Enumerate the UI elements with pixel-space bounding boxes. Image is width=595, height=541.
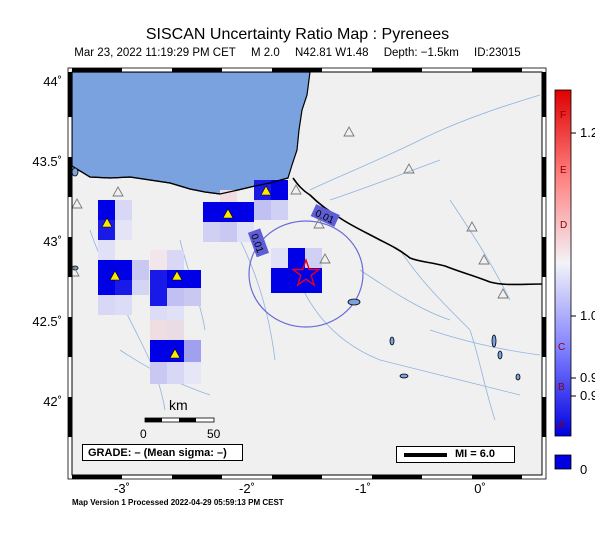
uncertainty-grid xyxy=(98,180,322,384)
map-title: SISCAN Uncertainty Ratio Map : Pyrenees xyxy=(145,26,450,43)
coastline xyxy=(72,165,289,195)
mi-label: MI = 6.0 xyxy=(455,448,496,460)
triangle-icon xyxy=(260,185,272,196)
colorbar-letter: E xyxy=(560,165,567,176)
scale-max-label: 50 xyxy=(207,427,221,441)
x-tick-label: -1˚ xyxy=(355,481,371,496)
inactive-stations xyxy=(72,126,509,299)
event-location: N42.81 W1.48 xyxy=(294,47,369,59)
colorbar-letter: C xyxy=(558,342,565,353)
map-frame xyxy=(67,67,547,480)
y-tick-label: 42.5˚ xyxy=(32,314,62,329)
national-border xyxy=(292,177,542,286)
colorbar-letter: D xyxy=(560,220,567,231)
mi-line-icon xyxy=(404,453,447,457)
y-tick-label: 42˚ xyxy=(43,394,62,409)
colorbar-letter: B xyxy=(558,382,565,393)
y-tick-label: 43.5˚ xyxy=(32,154,62,169)
event-magnitude: M 2.0 xyxy=(251,47,280,59)
event-depth: Depth: −1.5km xyxy=(383,47,459,59)
x-tick-label: 0˚ xyxy=(474,481,486,496)
processing-footer: Map Version 1 Processed 2022-04-29 05:59… xyxy=(72,498,284,507)
grade-box: GRADE: – (Mean sigma: –) xyxy=(82,444,243,461)
colorbar: F E D C B A 1.2 1.0 0.9 0.9 0 xyxy=(554,89,595,477)
triangle-icon xyxy=(109,270,121,281)
colorbar-tick-label: 1.2 xyxy=(580,125,595,140)
active-stations xyxy=(101,185,272,359)
x-axis-labels: -3˚ -2˚ -1˚ 0˚ xyxy=(114,481,486,496)
y-tick-label: 43˚ xyxy=(43,234,62,249)
colorbar-tick-label: 1.0 xyxy=(580,308,595,323)
x-tick-label: -2˚ xyxy=(239,481,255,496)
scale-title: km xyxy=(169,397,188,413)
y-tick-label: 44˚ xyxy=(43,74,62,89)
triangle-icon xyxy=(222,208,234,219)
triangle-icon xyxy=(169,348,181,359)
event-date: Mar 23, 2022 11:19:29 PM CET xyxy=(74,47,236,59)
triangle-icon xyxy=(101,217,113,228)
event-id: ID:23015 xyxy=(474,47,521,59)
colorbar-letter: A xyxy=(558,420,565,431)
colorbar-tick-label: 0.9 xyxy=(580,388,595,403)
mi-legend: MI = 6.0 xyxy=(396,446,515,463)
sea-area xyxy=(72,72,311,195)
colorbar-tick-label: 0 xyxy=(580,462,587,477)
colorbar-letter: F xyxy=(560,110,566,121)
y-axis-labels: 44˚ 43.5˚ 43˚ 42.5˚ 42˚ xyxy=(32,74,62,409)
x-tick-label: -3˚ xyxy=(114,481,130,496)
red-star-icon xyxy=(290,257,322,287)
event-info: Mar 23, 2022 11:19:29 PM CET M 2.0 N42.8… xyxy=(0,47,595,59)
uncertainty-ellipse xyxy=(248,220,364,328)
scale-min-label: 0 xyxy=(140,427,147,441)
triangle-icon xyxy=(171,270,183,281)
scale-bar xyxy=(144,417,215,423)
colorbar-tick-label: 0.9 xyxy=(580,370,595,385)
